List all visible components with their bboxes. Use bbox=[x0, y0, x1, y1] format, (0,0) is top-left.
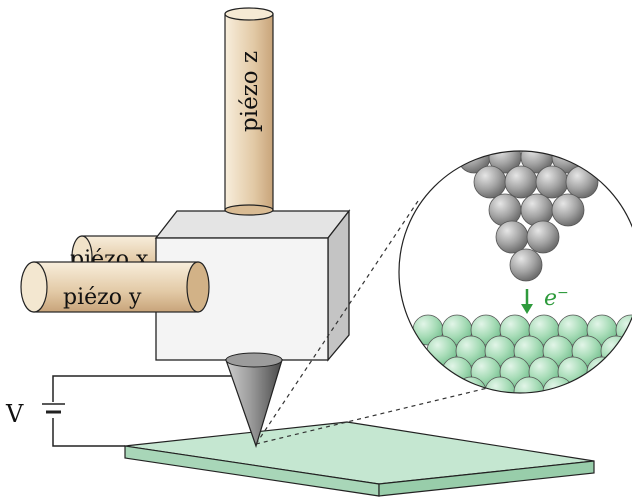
tip-atom bbox=[473, 165, 507, 199]
sample-atom bbox=[571, 376, 603, 393]
battery-icon bbox=[42, 403, 65, 414]
sample-atom bbox=[615, 356, 632, 388]
circuit-wires bbox=[52, 375, 241, 447]
tip-atom bbox=[509, 248, 543, 282]
sample-atom bbox=[484, 376, 516, 393]
piezo-z-label: piézo z bbox=[237, 51, 263, 132]
sample-atom bbox=[426, 376, 458, 393]
piezo-z-cylinder bbox=[224, 7, 274, 216]
electron-label: e− bbox=[544, 285, 569, 311]
tip-atom bbox=[565, 165, 599, 199]
tip-atom bbox=[526, 220, 560, 254]
tip-atom bbox=[520, 193, 554, 227]
sample-atom bbox=[542, 376, 574, 393]
zoom-circle bbox=[398, 150, 632, 394]
sample-atom bbox=[600, 335, 632, 367]
stm-tip bbox=[224, 352, 283, 448]
sample-atom bbox=[455, 376, 487, 393]
tip-atom bbox=[551, 193, 585, 227]
tip-atom bbox=[535, 165, 569, 199]
voltage-label: V bbox=[5, 400, 24, 428]
piezo-y-cylinder bbox=[20, 261, 210, 313]
zoom-lines bbox=[255, 197, 501, 445]
tip-atom bbox=[504, 165, 538, 199]
sample-atom bbox=[441, 356, 473, 388]
sample-plate bbox=[124, 421, 595, 497]
piezo-y-label: piézo y bbox=[63, 285, 142, 310]
tip-atom bbox=[495, 220, 529, 254]
arrow-down-icon bbox=[521, 289, 533, 314]
tip-atom bbox=[581, 151, 615, 174]
sample-atom bbox=[600, 376, 632, 393]
